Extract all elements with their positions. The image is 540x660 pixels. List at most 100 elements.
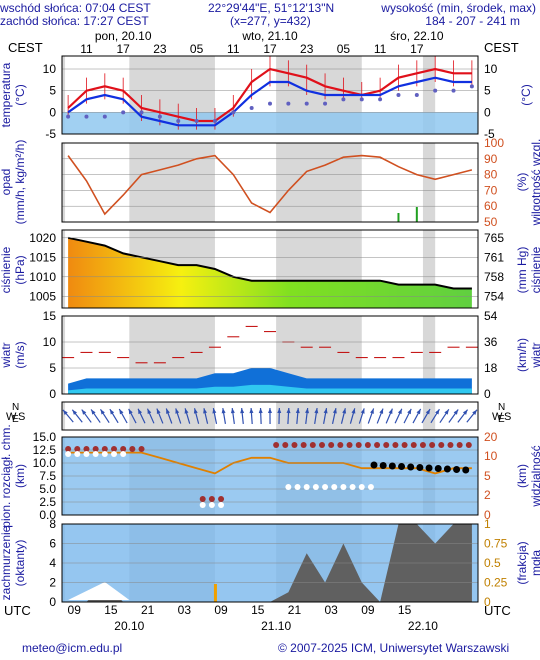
wind-arrow: [109, 408, 119, 424]
bottom-hour-label: 21: [141, 603, 155, 617]
cloud-dot: [218, 496, 225, 502]
top-hour-label: 11: [374, 42, 387, 56]
wind-arrow: [90, 409, 101, 423]
top-tz-left: CEST: [8, 40, 43, 55]
cloud-dot: [364, 442, 371, 448]
wind-arrow: [81, 409, 92, 423]
cloud-dot: [273, 442, 280, 448]
bottom-hour-label: 21: [288, 603, 302, 617]
humidity-line: [67, 154, 473, 216]
wind-arrow: [439, 409, 450, 423]
dew-point-dot: [469, 84, 474, 89]
cloud-dot: [120, 446, 127, 452]
cloud-dot: [425, 464, 433, 472]
tick-label: 36: [484, 335, 498, 349]
dew-point-dot: [359, 97, 364, 102]
dew-point-dot: [102, 114, 107, 119]
dew-point-dot: [121, 110, 126, 115]
cloud-dot: [291, 442, 298, 448]
cloud-dot: [65, 446, 72, 452]
tick-label: 0: [484, 595, 491, 609]
wind-arrow: [305, 407, 310, 425]
night-band: [422, 402, 436, 430]
bottom-hour-label: 15: [398, 603, 412, 617]
ylabel-humidity: wilgotność wzgl.: [529, 139, 540, 227]
tick-label: 0.0: [39, 508, 56, 522]
top-hour-label: 05: [337, 42, 351, 56]
top-tz-right: CEST: [484, 40, 519, 55]
dew-point-dot: [194, 119, 199, 123]
cloud-dot: [129, 446, 136, 452]
altitude-label: wysokość (min, środek, max): [381, 1, 536, 15]
dew-point-dot: [176, 119, 181, 123]
night-band: [62, 56, 66, 134]
tick-label: 2.5: [39, 495, 56, 509]
dew-point-dot: [268, 101, 272, 106]
cloud-dot: [447, 442, 454, 448]
wind-arrow: [99, 408, 110, 424]
footer-email[interactable]: meteo@icm.edu.pl: [22, 641, 123, 655]
dew-point-dot: [66, 114, 71, 119]
tick-label: 70: [484, 183, 498, 197]
tick-label: 5: [49, 84, 56, 98]
cloud-dot: [388, 462, 396, 470]
altitude-values: 184 - 207 - 241 m: [425, 14, 520, 28]
wind-arrow: [258, 407, 263, 425]
night-band: [62, 316, 66, 394]
dew-point-dot: [249, 106, 254, 110]
wind-arrow: [62, 409, 74, 423]
bottom-hour-label: 09: [68, 603, 82, 617]
panel-bg-precip-humidity: [62, 143, 478, 222]
bottom-hour-label: 09: [361, 603, 375, 617]
sunrise-text: wschód słońca: 07:04 CEST: [0, 1, 151, 15]
cloud-dot: [322, 484, 329, 490]
cloud-dot: [346, 442, 353, 448]
cloud-dot: [392, 442, 399, 448]
cloud-dot: [453, 466, 461, 473]
tick-label: -5: [45, 127, 56, 141]
cloud-dot: [309, 442, 316, 448]
tick-label: 1015: [29, 250, 56, 264]
wind-calm-area: [68, 384, 472, 394]
tick-label: 5: [49, 361, 56, 375]
wind-arrow: [367, 408, 375, 424]
cloud-dot: [398, 463, 406, 470]
visibility-line: [68, 451, 472, 475]
cloud-dot: [218, 502, 225, 508]
ylabel-temperature-right: (°C): [519, 84, 533, 105]
tick-label: 1005: [29, 289, 56, 303]
wind-arrow: [286, 407, 291, 425]
cloud-dot: [367, 484, 374, 490]
tick-label: 10: [484, 449, 498, 463]
wind-arrow: [295, 407, 300, 425]
cloud-dot: [74, 446, 81, 452]
ylabel-fog-unit: (frakcja): [515, 541, 529, 584]
panel-frame: [61, 142, 479, 223]
grid-cell-text: (x=277, y=432): [230, 14, 311, 28]
ylabel-wind-unit: (m/s): [13, 341, 27, 368]
ylabel-cloud-extent: pion. rozciągł. chm.: [0, 424, 13, 527]
wind-speed-area: [68, 368, 472, 394]
sunset-text: zachód słońca: 17:27 CEST: [0, 14, 149, 28]
dew-point-dot: [157, 114, 162, 119]
cloud-dot: [462, 466, 470, 474]
dew-point-dot: [414, 93, 419, 97]
bottom-day-label: 21.10: [261, 619, 291, 633]
dew-point-dot: [433, 88, 438, 93]
cloud-dot: [416, 464, 424, 471]
tick-label: 5: [484, 469, 491, 483]
tick-label: 10: [43, 62, 57, 76]
top-day-label: pon, 20.10: [95, 29, 152, 43]
wind-arrow: [430, 408, 440, 424]
tick-label: 758: [484, 270, 504, 284]
precip-bar: [397, 213, 400, 222]
tick-label: 10: [43, 335, 57, 349]
wind-arrow: [457, 409, 469, 423]
tick-label: 7.5: [39, 469, 56, 483]
ylabel-cloud-cover: zachmurzenie: [0, 525, 13, 600]
below-zero-area: [62, 112, 478, 134]
ylabel-temperature: temperatura: [0, 62, 13, 127]
cloud-dot: [349, 484, 356, 490]
top-day-label: śro, 22.10: [390, 29, 444, 43]
